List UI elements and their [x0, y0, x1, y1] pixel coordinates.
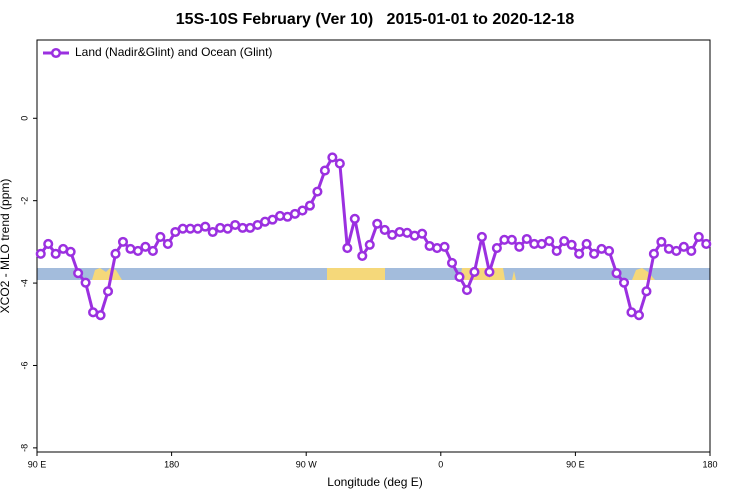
data-point [372, 218, 383, 229]
data-point [147, 245, 158, 256]
data-point [671, 245, 682, 256]
data-point [484, 266, 495, 278]
data-point [521, 233, 532, 245]
data-point [611, 268, 622, 279]
data-point [678, 241, 689, 252]
data-point [80, 277, 91, 288]
data-point [379, 224, 390, 235]
data-point [618, 277, 630, 288]
data-point [222, 223, 233, 234]
data-point [304, 200, 315, 211]
data-point [701, 238, 712, 249]
data-point [312, 186, 323, 197]
data-point [439, 241, 450, 252]
data-point [95, 310, 106, 321]
data-point [297, 205, 308, 216]
data-point [469, 266, 480, 278]
data-point [544, 236, 555, 247]
data-point [514, 241, 525, 252]
y-tick-label: -4 [19, 279, 29, 287]
data-point [559, 236, 570, 247]
data-point [327, 152, 338, 163]
data-point [342, 243, 353, 254]
data-point [132, 245, 143, 256]
legend-label: Land (Nadir&Glint) and Ocean (Glint) [75, 45, 272, 59]
x-tick-label: 90 W [296, 459, 318, 469]
data-point [417, 228, 428, 239]
y-tick-label: 0 [19, 116, 29, 121]
data-point [50, 248, 61, 259]
data-point [686, 245, 697, 256]
x-tick-label: 0 [438, 459, 443, 469]
chart-title: 15S-10S February (Ver 10) 2015-01-01 to … [176, 11, 575, 28]
y-tick-label: -2 [19, 197, 29, 205]
data-point [589, 248, 600, 259]
data-point [693, 231, 704, 242]
data-point [35, 248, 46, 259]
data-point [200, 221, 211, 232]
data-point [566, 239, 577, 250]
data-point [357, 250, 368, 261]
land-patch [512, 271, 516, 280]
data-point [117, 236, 129, 247]
data-point [581, 238, 592, 249]
surface-band [37, 268, 710, 280]
data-point [604, 245, 615, 256]
data-point [140, 241, 151, 252]
x-tick-label: 90 E [566, 459, 585, 469]
data-point [102, 286, 114, 297]
legend-marker [50, 47, 62, 59]
data-point [334, 158, 345, 169]
data-point [155, 231, 166, 242]
data-point [574, 248, 585, 259]
data-point [162, 238, 173, 249]
y-tick-label: -8 [19, 444, 29, 452]
data-point [364, 239, 375, 250]
data-point [110, 248, 121, 259]
land-patch [460, 268, 505, 280]
data-point [461, 285, 473, 296]
data-point [633, 310, 645, 321]
data-point [349, 213, 360, 224]
data-point [551, 245, 562, 256]
data-point [476, 231, 487, 242]
data-point [506, 234, 517, 245]
x-tick-label: 180 [164, 459, 179, 469]
land-patch [327, 268, 385, 280]
data-point [454, 271, 465, 282]
x-tick-label: 90 E [28, 459, 47, 469]
data-point [267, 214, 278, 225]
data-point [319, 165, 330, 176]
x-axis-label: Longitude (deg E) [327, 475, 422, 489]
data-point [656, 236, 667, 247]
data-point [65, 246, 76, 257]
data-point [207, 226, 218, 238]
data-point [43, 238, 54, 249]
land-patch [92, 268, 122, 280]
data-point [73, 268, 84, 279]
data-point [491, 243, 502, 254]
series-line [39, 155, 708, 318]
data-point [641, 286, 652, 297]
data-point [446, 257, 458, 268]
y-axis-label: XCO2 - MLO trend (ppm) [0, 179, 12, 314]
y-tick-label: -6 [19, 361, 29, 369]
data-point [648, 248, 659, 259]
x-tick-label: 180 [702, 459, 717, 469]
